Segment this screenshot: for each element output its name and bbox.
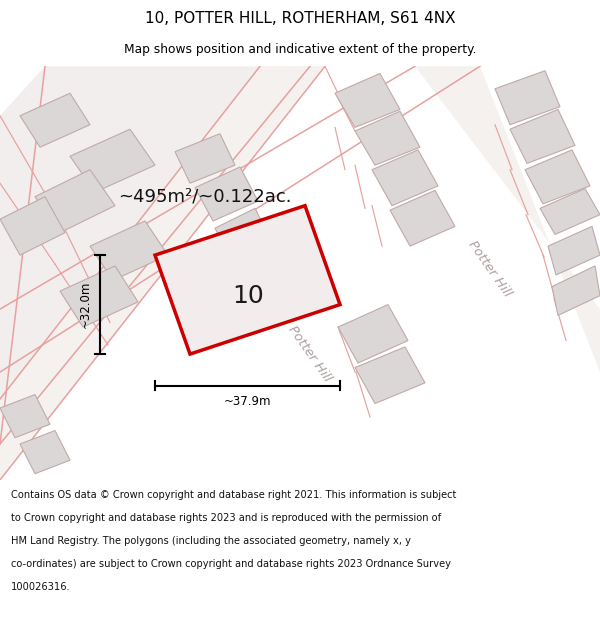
Polygon shape: [155, 206, 340, 354]
Text: 10: 10: [232, 284, 264, 308]
Text: Contains OS data © Crown copyright and database right 2021. This information is : Contains OS data © Crown copyright and d…: [11, 490, 456, 500]
Polygon shape: [355, 111, 420, 165]
Polygon shape: [548, 226, 600, 275]
Text: ~32.0m: ~32.0m: [79, 281, 91, 328]
Text: co-ordinates) are subject to Crown copyright and database rights 2023 Ordnance S: co-ordinates) are subject to Crown copyr…: [11, 559, 451, 569]
Polygon shape: [540, 189, 600, 234]
Polygon shape: [70, 129, 155, 192]
Text: ~37.9m: ~37.9m: [224, 395, 271, 408]
Text: to Crown copyright and database rights 2023 and is reproduced with the permissio: to Crown copyright and database rights 2…: [11, 513, 441, 523]
Text: HM Land Registry. The polygons (including the associated geometry, namely x, y: HM Land Registry. The polygons (includin…: [11, 536, 411, 546]
Polygon shape: [510, 109, 575, 163]
Polygon shape: [372, 150, 438, 206]
Polygon shape: [20, 431, 70, 474]
Polygon shape: [338, 304, 408, 363]
Polygon shape: [20, 93, 90, 148]
Polygon shape: [0, 66, 310, 444]
Polygon shape: [175, 134, 235, 183]
Polygon shape: [195, 167, 258, 221]
Text: ~495m²/~0.122ac.: ~495m²/~0.122ac.: [118, 188, 292, 206]
Text: 100026316.: 100026316.: [11, 582, 70, 592]
Polygon shape: [390, 191, 455, 246]
Polygon shape: [0, 66, 325, 480]
Text: Potter Hill: Potter Hill: [286, 324, 334, 384]
Polygon shape: [215, 208, 272, 261]
Polygon shape: [0, 197, 65, 255]
Polygon shape: [90, 221, 168, 281]
Polygon shape: [355, 347, 425, 404]
Polygon shape: [495, 71, 560, 125]
Text: Map shows position and indicative extent of the property.: Map shows position and indicative extent…: [124, 43, 476, 56]
Text: Potter Hill: Potter Hill: [466, 238, 514, 299]
Polygon shape: [335, 74, 400, 128]
Text: 10, POTTER HILL, ROTHERHAM, S61 4NX: 10, POTTER HILL, ROTHERHAM, S61 4NX: [145, 11, 455, 26]
Polygon shape: [0, 394, 50, 438]
Polygon shape: [525, 150, 590, 204]
Polygon shape: [552, 266, 600, 316]
Polygon shape: [35, 169, 115, 232]
Polygon shape: [415, 66, 600, 372]
Polygon shape: [60, 266, 138, 327]
